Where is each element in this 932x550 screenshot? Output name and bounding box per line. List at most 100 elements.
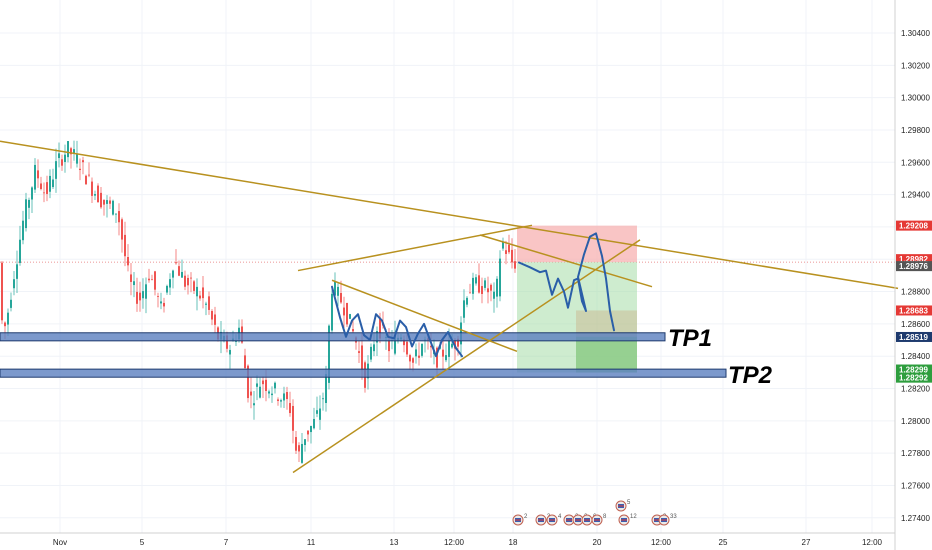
candle	[40, 176, 42, 191]
wedge-projection	[331, 285, 463, 358]
candle	[151, 274, 153, 281]
y-tick-label: 1.29800	[901, 126, 930, 135]
candle	[112, 199, 114, 216]
candle	[121, 217, 123, 253]
stop-loss-zone	[517, 225, 637, 263]
candle	[352, 320, 354, 334]
price-tag: 1.28976	[896, 261, 932, 272]
candle	[514, 248, 516, 273]
candle	[316, 396, 318, 418]
candle	[310, 425, 312, 444]
candle	[205, 301, 207, 316]
candle	[181, 259, 183, 278]
event-flag-icon[interactable]: 2	[512, 514, 528, 526]
y-tick-label: 1.28200	[901, 385, 930, 394]
y-tick-label: 1.28800	[901, 288, 930, 297]
candle	[142, 278, 144, 309]
candle	[418, 342, 420, 366]
candle	[31, 186, 33, 213]
candle	[346, 302, 348, 328]
candle	[202, 275, 204, 309]
candle	[130, 262, 132, 296]
falling-wedge-upper[interactable]	[331, 279, 518, 353]
candle	[322, 392, 324, 411]
price-tag: 1.28299	[896, 364, 932, 375]
candle	[16, 250, 18, 293]
event-flag-icon[interactable]: 5	[615, 500, 631, 512]
y-tick-label: 1.30400	[901, 29, 930, 38]
candle	[148, 268, 150, 283]
price-tag: 1.28519	[896, 331, 932, 342]
candle	[184, 270, 186, 291]
event-flag-icon[interactable]: 12	[618, 514, 637, 526]
channel-lower-line[interactable]	[479, 234, 653, 288]
candle	[478, 263, 480, 294]
candle	[253, 390, 255, 420]
candle	[82, 156, 84, 175]
candle	[442, 339, 444, 371]
x-tick-label: 18	[509, 538, 518, 547]
price-tag: 1.28982	[896, 254, 932, 265]
candle	[496, 276, 498, 308]
candle	[472, 272, 474, 300]
rising-channel-top[interactable]	[297, 224, 533, 272]
candle	[337, 283, 339, 307]
economic-events[interactable]: 2342268512333	[512, 500, 677, 526]
candle	[307, 430, 309, 442]
candle	[190, 272, 192, 293]
candle	[502, 237, 504, 251]
candle	[88, 162, 90, 178]
candle	[229, 344, 231, 369]
candle	[103, 199, 105, 216]
candle	[172, 269, 174, 289]
trade-zones	[517, 225, 637, 373]
candle	[199, 290, 201, 301]
downtrend-line[interactable]	[0, 140, 899, 290]
tp-zones	[0, 332, 727, 378]
x-tick-label: 12:00	[651, 538, 672, 547]
candle	[358, 340, 360, 364]
x-tick-label: 20	[593, 538, 602, 547]
candle	[46, 175, 48, 202]
candle	[469, 283, 471, 294]
event-flag-icon[interactable]: 33	[658, 514, 677, 526]
candle	[295, 430, 297, 454]
x-tick-label: 25	[719, 538, 728, 547]
price-tag-label: 1.28299	[899, 366, 928, 375]
candle	[136, 277, 138, 312]
candle	[100, 187, 102, 209]
y-tick-label: 1.30200	[901, 61, 930, 70]
candle	[34, 158, 36, 194]
event-count: 33	[670, 514, 677, 520]
candle	[124, 221, 126, 267]
candle	[304, 439, 306, 452]
candle	[298, 442, 300, 463]
candle	[319, 395, 321, 430]
candle	[64, 144, 66, 173]
event-flag-icon[interactable]: 4	[546, 514, 562, 526]
candle	[214, 306, 216, 333]
y-tick-label: 1.28400	[901, 352, 930, 361]
candle	[466, 296, 468, 308]
price-tag-label: 1.28683	[899, 306, 928, 315]
candle	[55, 148, 57, 193]
candle	[19, 225, 21, 266]
candle	[67, 140, 69, 163]
candle	[70, 146, 72, 169]
candle	[1, 260, 3, 324]
event-flag-icon[interactable]: 8	[591, 514, 607, 526]
candle	[163, 297, 165, 313]
tp1-label: TP1	[668, 325, 712, 352]
candle	[43, 182, 45, 203]
price-tag: 1.29208	[896, 220, 932, 231]
candle	[415, 343, 417, 364]
y-tick-label: 1.28600	[901, 320, 930, 329]
target-zone-tp	[576, 336, 637, 373]
candle	[160, 292, 162, 310]
trendlines	[0, 140, 899, 474]
support-trendline[interactable]	[292, 239, 641, 474]
grid	[0, 0, 895, 533]
candle	[499, 250, 501, 302]
candle	[139, 281, 141, 312]
